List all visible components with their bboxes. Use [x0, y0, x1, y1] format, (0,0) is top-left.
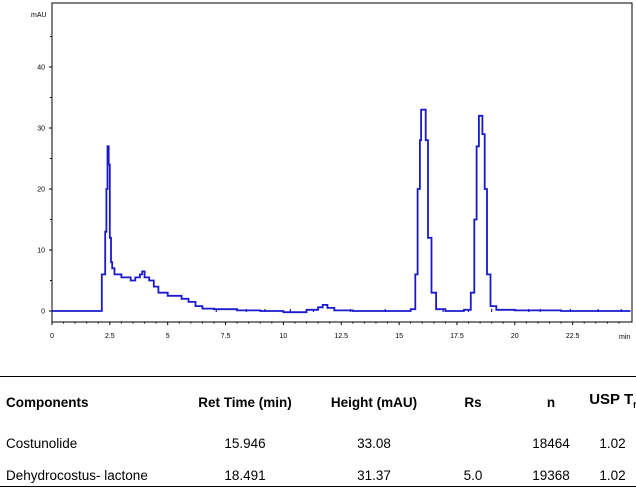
header-usp-t-text: USP T	[589, 391, 634, 408]
x-axis-unit-label: min	[619, 334, 630, 341]
x-tick-label: 20	[511, 333, 519, 340]
table-top-rule	[0, 376, 636, 377]
y-tick-label: 40	[37, 65, 45, 72]
header-usp-t: USP Tf	[589, 378, 636, 428]
y-tick-label: 30	[37, 126, 45, 133]
table-bottom-rule	[0, 486, 636, 487]
cell-ret-time: 18.491	[224, 468, 266, 483]
x-tick-label: 5	[166, 333, 170, 340]
header-height: Height (mAU)	[330, 395, 418, 410]
chromatogram-svg: 0 10 20 30 40 0 2.5 5 7.5 10 12.5 15 17.5 20 22.5 mAU…	[31, 2, 633, 341]
cell-height: 33.08	[357, 436, 391, 451]
x-tick-label: 15	[395, 333, 403, 340]
y-tick-label: 10	[37, 248, 45, 255]
cell-n: 18464	[532, 436, 570, 451]
cell-component: Costunolide	[6, 436, 78, 451]
x-axis: 0 2.5 5 7.5 10 12.5 15 17.5 20 22.5	[50, 322, 620, 340]
y-tick-label: 20	[37, 187, 45, 194]
header-ret-time: Ret Time (min)	[198, 395, 292, 410]
header-components: Components	[6, 395, 89, 410]
plot-frame	[51, 2, 633, 323]
header-rs: Rs	[464, 395, 482, 410]
chromatogram-trace	[52, 108, 631, 314]
x-tick-label: 0	[50, 333, 54, 340]
x-tick-label: 12.5	[334, 333, 348, 340]
x-tick-label: 22.5	[566, 333, 580, 340]
cell-height: 31.37	[357, 468, 391, 483]
table-row: Dehydrocostus- lactone 18.491 31.37 5.0 …	[0, 460, 636, 492]
y-axis-unit-label: mAU	[31, 12, 47, 19]
cell-rs: 5.0	[463, 468, 483, 483]
chromatogram-chart: 0 10 20 30 40 0 2.5 5 7.5 10 12.5 15 17.5 20 22.5 mAU…	[31, 2, 633, 341]
cell-n: 19368	[532, 468, 570, 483]
x-tick-label: 2.5	[105, 333, 115, 340]
x-tick-label: 7.5	[221, 333, 231, 340]
y-axis: 0 10 20 30 40	[37, 36, 52, 316]
cell-rs	[433, 428, 513, 460]
y-tick-label: 0	[41, 309, 45, 316]
header-n: n	[546, 395, 556, 410]
x-tick-label: 17.5	[450, 333, 464, 340]
header-usp-t-subscript: f	[633, 401, 636, 410]
x-tick-label: 10	[280, 333, 288, 340]
cell-usp-t: 1.02	[599, 436, 626, 451]
results-table: Components Ret Time (min) Height (mAU) R…	[0, 378, 636, 492]
cell-ret-time: 15.946	[224, 436, 266, 451]
table-row: Costunolide 15.946 33.08 18464 1.02	[0, 428, 636, 460]
cell-component: Dehydrocostus- lactone	[6, 468, 148, 483]
cell-usp-t: 1.02	[599, 468, 626, 483]
table-header-row: Components Ret Time (min) Height (mAU) R…	[0, 378, 636, 428]
